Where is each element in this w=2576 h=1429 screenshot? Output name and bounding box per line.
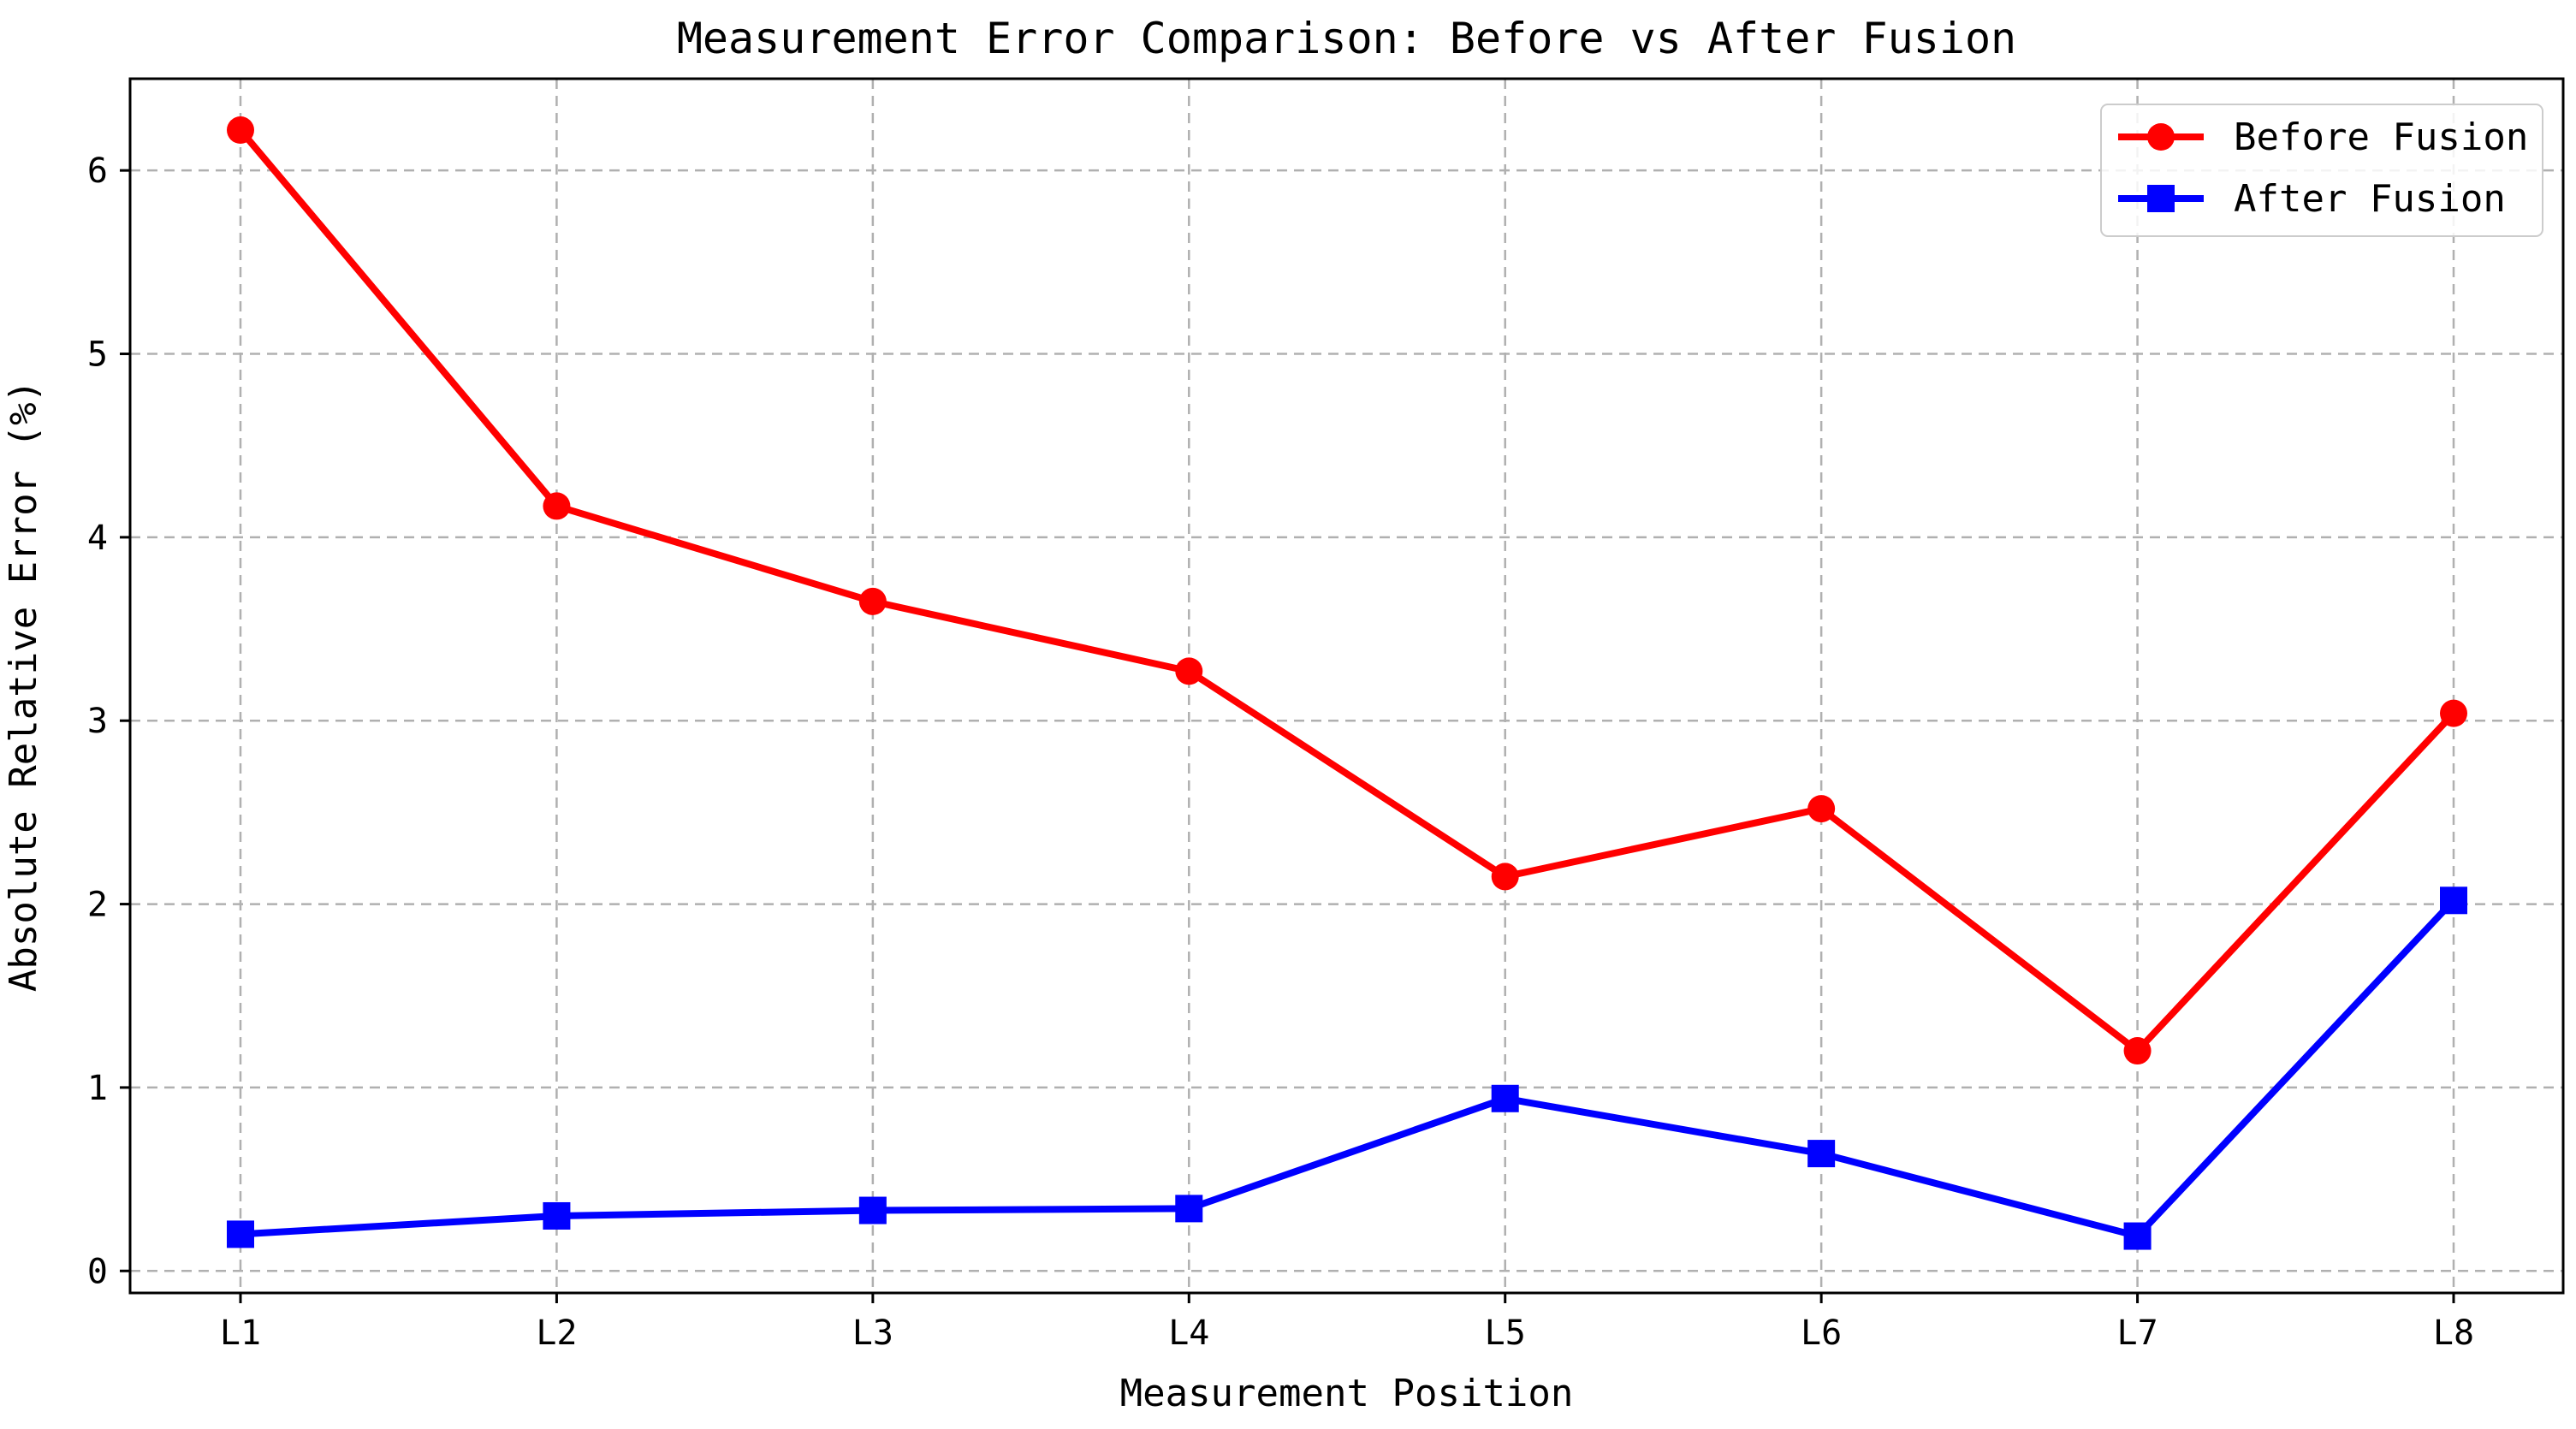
legend-label: After Fusion: [2234, 177, 2506, 221]
y-tick-label: 5: [87, 335, 108, 375]
x-tick-label: L6: [1801, 1313, 1842, 1353]
data-point: [227, 116, 254, 145]
x-tick-label: L8: [2433, 1313, 2474, 1353]
x-tick-label: L2: [536, 1313, 577, 1353]
x-tick-label: L4: [1168, 1313, 1209, 1353]
data-point: [1491, 1084, 1519, 1112]
data-point: [2123, 1037, 2152, 1065]
x-tick-label: L7: [2116, 1313, 2158, 1353]
y-axis-label: Absolute Relative Error (%): [2, 380, 45, 992]
data-point: [1175, 657, 1203, 685]
grid-layer: [130, 79, 2563, 1293]
data-point: [1175, 1195, 1203, 1223]
y-tick-label: 0: [87, 1252, 108, 1291]
y-tick-label: 2: [87, 886, 108, 925]
legend-items: Before Fusion After Fusion: [2118, 116, 2528, 221]
data-point: [227, 1220, 254, 1248]
legend-marker: [2147, 185, 2175, 212]
data-point: [2440, 886, 2467, 915]
data-point: [1807, 795, 1836, 823]
legend-box: [2100, 104, 2543, 237]
data-point: [543, 492, 571, 520]
series-layer: [227, 116, 2467, 1250]
data-point: [858, 1196, 887, 1224]
series-line: [237, 897, 2457, 1240]
legend-label: Before Fusion: [2234, 116, 2528, 159]
legend: Before Fusion After Fusion: [2100, 104, 2543, 237]
x-tick-label: L3: [852, 1313, 893, 1353]
x-axis-label: Measurement Position: [1120, 1372, 1574, 1415]
data-point: [1807, 1140, 1836, 1168]
y-tick-label: 1: [87, 1069, 108, 1108]
series-line: [237, 127, 2457, 1055]
data-point: [2440, 699, 2467, 727]
y-tick-label: 6: [87, 151, 108, 191]
legend-marker: [2147, 123, 2175, 151]
y-tick-label: 3: [87, 702, 108, 741]
data-point: [543, 1201, 571, 1230]
y-tick-label: 4: [87, 519, 108, 558]
data-point: [1491, 863, 1519, 891]
data-point: [2123, 1222, 2152, 1250]
plot-frame: [128, 77, 2565, 1295]
x-tick-label: L1: [220, 1313, 261, 1353]
data-point: [858, 587, 887, 615]
chart-title: Measurement Error Comparison: Before vs …: [677, 14, 2016, 63]
ticks-layer: L1 L2 L3 L4 L5 L6 L7 L8 0 1 2 3 4 5 6: [87, 151, 2474, 1353]
x-tick-label: L5: [1485, 1313, 1526, 1353]
